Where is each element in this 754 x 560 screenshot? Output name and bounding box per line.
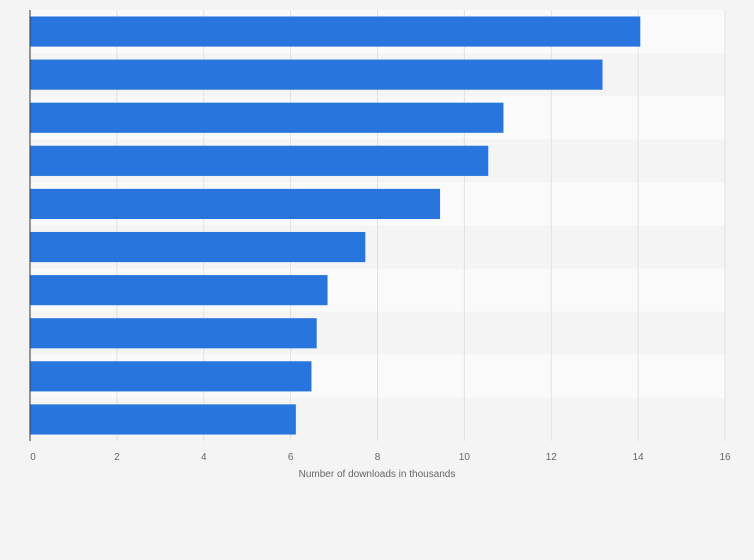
x-tick-label: 4	[201, 452, 207, 463]
x-tick-label: 16	[719, 452, 731, 463]
bar[interactable]	[30, 102, 504, 133]
bars	[30, 16, 641, 435]
bar[interactable]	[30, 404, 296, 435]
x-tick-label: 2	[114, 452, 120, 463]
x-tick-label: 10	[459, 452, 471, 463]
bar[interactable]	[30, 188, 441, 220]
x-tick-label: 0	[30, 452, 36, 463]
bar[interactable]	[30, 59, 603, 90]
x-tick-label: 6	[288, 452, 294, 463]
bar[interactable]	[30, 275, 328, 306]
bar[interactable]	[30, 16, 641, 47]
x-tick-label: 14	[633, 452, 645, 463]
x-tick-label: 12	[546, 452, 558, 463]
x-tick-labels: 0 2 4 6 8 10 12 14 16	[30, 452, 731, 463]
bar[interactable]	[30, 145, 489, 176]
bar[interactable]	[30, 361, 312, 392]
bar[interactable]	[30, 318, 317, 349]
x-tick-label: 8	[375, 452, 381, 463]
x-axis-title: Number of downloads in thousands	[299, 469, 456, 480]
bar[interactable]	[30, 231, 366, 263]
